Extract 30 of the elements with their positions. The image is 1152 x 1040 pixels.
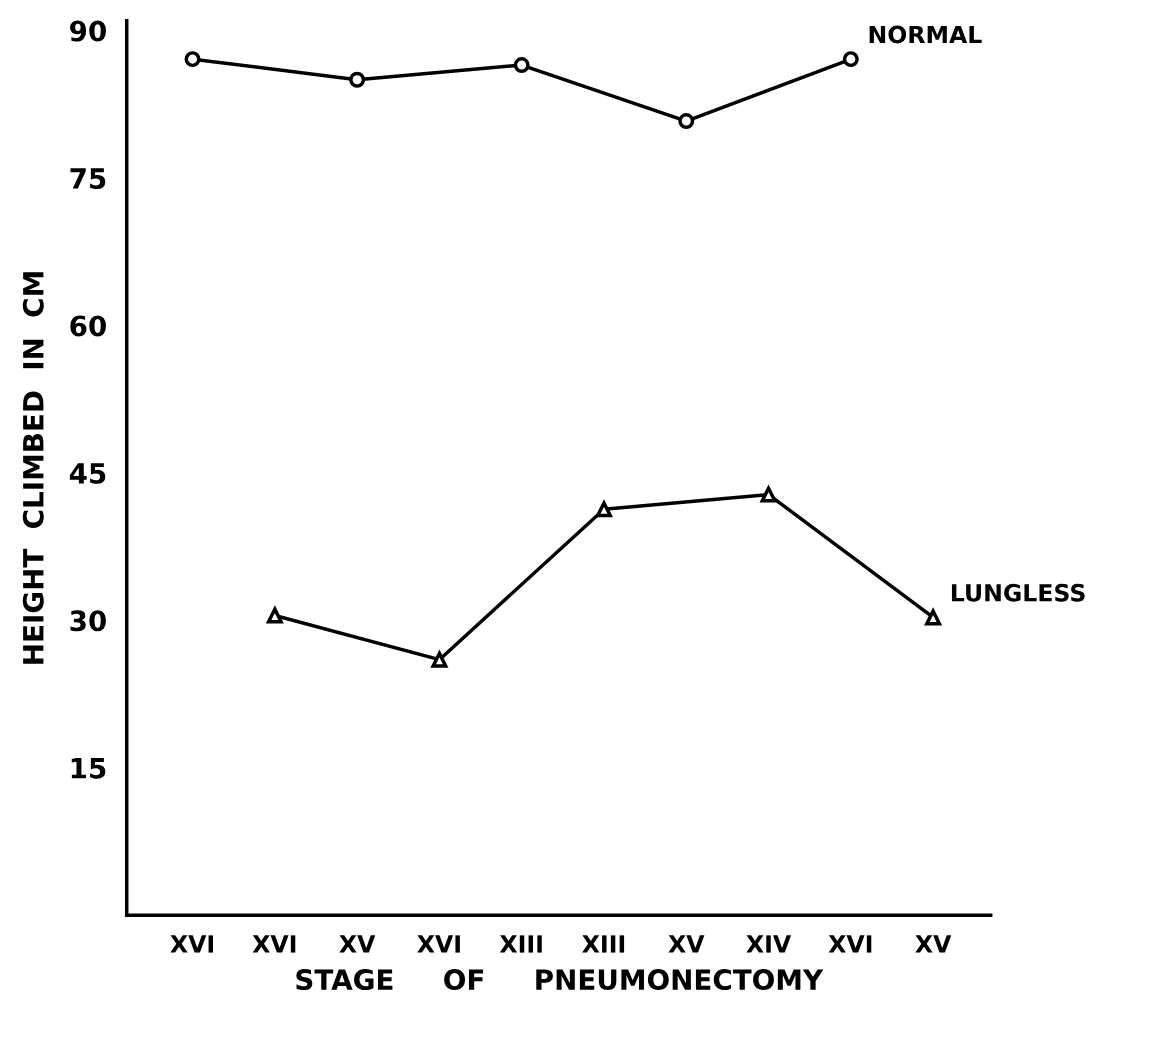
x-tick-label: XVI [252, 935, 296, 953]
y-tick-label: 90 [70, 20, 106, 42]
y-tick-label: 75 [70, 168, 106, 190]
x-tick-label: XV [668, 935, 705, 953]
y-tick-label: 45 [69, 463, 106, 484]
point [430, 649, 449, 668]
x-axis-title: STAGE OF PNEUMONECTOMY [296, 969, 824, 991]
point [925, 609, 942, 626]
point [595, 501, 612, 518]
point [759, 484, 777, 503]
point [266, 607, 283, 624]
x-tick-label: XV [339, 935, 376, 953]
x-tick-label: XIV [746, 935, 792, 953]
y-tick-label: 15 [71, 758, 106, 779]
point [184, 51, 201, 68]
x-tick-label: XVI [170, 935, 213, 953]
point [678, 113, 695, 130]
x-tick-label: XVI [828, 935, 872, 953]
x-tick-label: XV [915, 935, 952, 953]
x-tick-label: XIII [582, 935, 625, 953]
y-tick-label: 30 [70, 610, 106, 632]
y-tick-label: 60 [70, 315, 106, 337]
y-axis-title: HEIGHT CLIMBED IN CM [22, 272, 44, 664]
x-tick-label: XIII [499, 935, 542, 953]
series-label: LUNGLESS [951, 583, 1085, 602]
point [349, 71, 366, 88]
x-tick-label: XVI [417, 935, 460, 953]
point [842, 51, 859, 68]
series-label: NORMAL [869, 25, 982, 44]
point [513, 57, 530, 74]
